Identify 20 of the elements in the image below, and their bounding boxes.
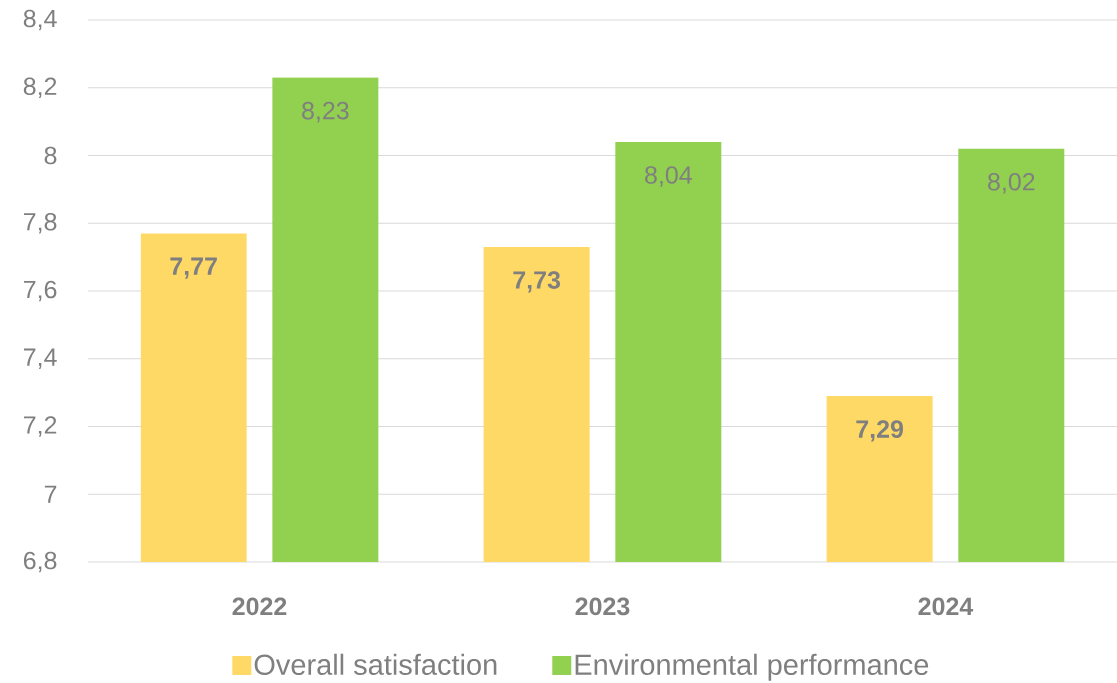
y-tick-label: 8,4 [23, 9, 57, 31]
data-label: 8,23 [302, 101, 349, 123]
data-label: 8,02 [988, 172, 1035, 194]
y-tick-label: 8,2 [23, 77, 57, 99]
legend-label: Overall satisfaction [254, 653, 497, 676]
data-label: 7,73 [513, 271, 561, 293]
y-tick-label: 6,8 [24, 551, 57, 573]
y-tick-label: 7,4 [24, 348, 57, 369]
x-tick-label: 2022 [232, 597, 287, 616]
x-tick-label: 2024 [918, 597, 974, 616]
legend-label: Environmental performance [575, 653, 929, 681]
y-tick-label: 7,8 [24, 212, 57, 234]
y-tick-label: 7,6 [24, 280, 57, 302]
data-label: 8,04 [645, 166, 692, 187]
data-label: 7,29 [856, 420, 904, 442]
x-tick-label: 2023 [575, 597, 630, 616]
data-label: 7,77 [170, 257, 217, 279]
y-tick-label: 8 [44, 146, 57, 165]
y-tick-label: 7 [44, 485, 57, 503]
y-tick-label: 7,2 [24, 416, 57, 437]
